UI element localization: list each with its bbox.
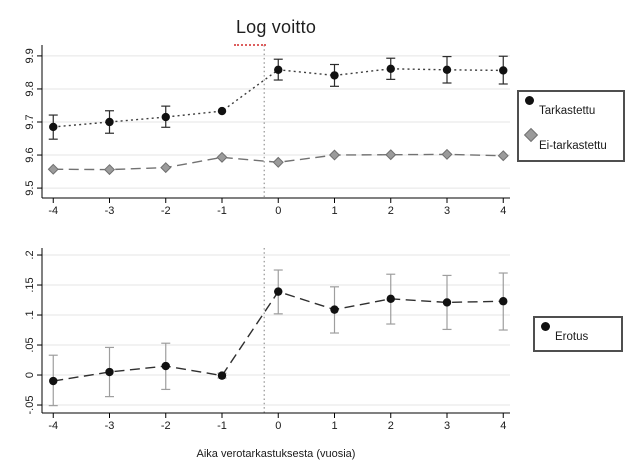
diamond-marker-icon [523, 127, 539, 143]
x-tick-label: -2 [161, 420, 171, 432]
data-point [330, 71, 339, 80]
legend-label: Erotus [555, 331, 589, 343]
panel-bottom: -.05 0 .05 .1 .15 .2 -4 -3 -2 -1 0 1 2 3 4 [24, 248, 510, 432]
panel-top: 9.5 9.6 9.7 9.8 9.9 -4 -3 -2 -1 0 1 2 3 4 [24, 45, 510, 217]
x-axis-title: Aika verotarkastuksesta (vuosia) [196, 448, 356, 460]
x-tick-label: 1 [331, 420, 337, 432]
y-tick-label: .1 [24, 310, 36, 319]
y-tick-label: .2 [24, 250, 36, 259]
circle-marker-icon [525, 96, 534, 105]
y-tick-label: 0 [24, 372, 36, 378]
y-tick-label: 9.8 [24, 81, 36, 96]
legend-entry-tarkastettu: Tarkastettu [525, 96, 623, 130]
data-point [330, 305, 339, 314]
data-point [442, 65, 452, 74]
x-tick-label: -1 [217, 420, 227, 432]
x-tick-label: 3 [444, 205, 450, 217]
data-point [499, 297, 508, 306]
x-tick-label: -3 [105, 205, 115, 217]
legend-label: Tarkastettu [539, 105, 596, 117]
x-tick-label: 0 [275, 420, 281, 432]
data-point [217, 371, 227, 380]
x-tick-label: -2 [161, 205, 171, 217]
x-tick-label: -1 [217, 205, 227, 217]
data-point [161, 112, 170, 122]
data-point [217, 106, 227, 116]
x-tick-label: -4 [48, 420, 58, 432]
data-point [328, 149, 341, 161]
chart-title: Log voitto [235, 17, 317, 37]
y-tick-label: 9.7 [24, 114, 36, 129]
spellcheck-underline [234, 41, 266, 46]
data-point [160, 162, 172, 174]
legend-entry-erotus: Erotus [541, 322, 621, 343]
data-point [274, 287, 283, 296]
y-tick-label: .05 [24, 337, 36, 352]
circle-marker-icon [541, 322, 550, 331]
y-tick-label: 9.6 [24, 147, 36, 162]
x-tick-label: -3 [105, 420, 115, 432]
data-point [161, 361, 170, 371]
data-point [386, 64, 395, 73]
x-tick-label: 2 [388, 205, 394, 217]
data-point [272, 156, 284, 168]
data-point [385, 149, 397, 161]
x-tick-label: 4 [500, 205, 506, 217]
legend-top-panel: Tarkastettu Ei-tarkastettu [517, 90, 625, 162]
legend-bottom-panel: Erotus [533, 316, 623, 352]
data-point [105, 367, 114, 377]
data-point [386, 294, 395, 304]
y-tick-label: 9.9 [24, 48, 36, 63]
data-point [497, 150, 509, 162]
data-point [499, 66, 508, 75]
x-tick-label: 0 [275, 205, 281, 217]
data-point [441, 148, 453, 160]
legend-label: Ei-tarkastettu [539, 140, 607, 152]
data-point [49, 122, 58, 132]
data-point [442, 298, 452, 307]
legend-entry-ei-tarkastettu: Ei-tarkastettu [523, 127, 623, 164]
x-tick-label: -4 [48, 205, 58, 217]
data-point [216, 151, 228, 163]
x-tick-label: 3 [444, 420, 450, 432]
y-tick-label: .15 [24, 277, 36, 292]
data-point [274, 65, 283, 74]
data-point [49, 376, 58, 386]
x-tick-label: 4 [500, 420, 506, 432]
y-tick-label: 9.5 [24, 180, 36, 195]
x-tick-label: 2 [388, 420, 394, 432]
data-point [105, 117, 114, 127]
x-tick-label: 1 [331, 205, 337, 217]
data-point [103, 164, 116, 176]
data-point [47, 163, 59, 175]
y-tick-label: -.05 [24, 396, 36, 415]
